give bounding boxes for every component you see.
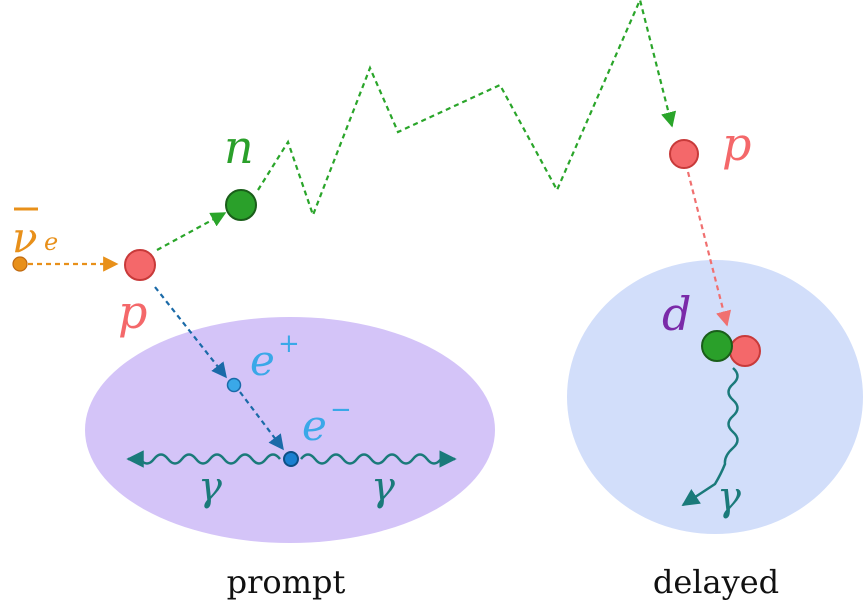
- gamma-right-wave: [300, 450, 457, 468]
- proton-initial-label: p: [118, 285, 147, 339]
- delayed-caption: delayed: [653, 563, 779, 601]
- neutron-label: n: [224, 120, 254, 174]
- gamma-left-wave: [126, 450, 281, 468]
- prompt-caption: prompt: [227, 563, 346, 601]
- proton-initial: [124, 249, 156, 281]
- positron-sup: +: [278, 329, 300, 359]
- electron-dot: [283, 451, 299, 467]
- neutron-particle: [225, 189, 257, 221]
- gamma-delayed-label: γ: [717, 474, 741, 520]
- neutron-walk-path: [257, 0, 677, 219]
- delayed-region: [567, 260, 863, 534]
- positron-path: [154, 286, 227, 379]
- neutrino-label: ν: [12, 213, 38, 262]
- gamma-left-label: γ: [198, 464, 222, 510]
- annihilation-path: [239, 391, 284, 451]
- deuteron-neutron: [701, 330, 733, 362]
- neutrino-dot: [12, 256, 28, 272]
- neutrino-subscript: e: [44, 228, 58, 256]
- capture-proton: [669, 139, 699, 169]
- deuteron-proton: [729, 335, 761, 367]
- gamma-delayed-wave: [681, 367, 739, 507]
- neutron-emission-path: [156, 212, 227, 251]
- gamma-right-label: γ: [371, 464, 395, 510]
- deuteron-label: d: [662, 287, 691, 341]
- prompt-region: [85, 317, 495, 543]
- positron-dot: [226, 377, 242, 393]
- capture-proton-label: p: [722, 117, 751, 171]
- positron-label: e: [250, 336, 275, 385]
- electron-label: e: [302, 401, 327, 450]
- electron-sup: −: [330, 395, 352, 425]
